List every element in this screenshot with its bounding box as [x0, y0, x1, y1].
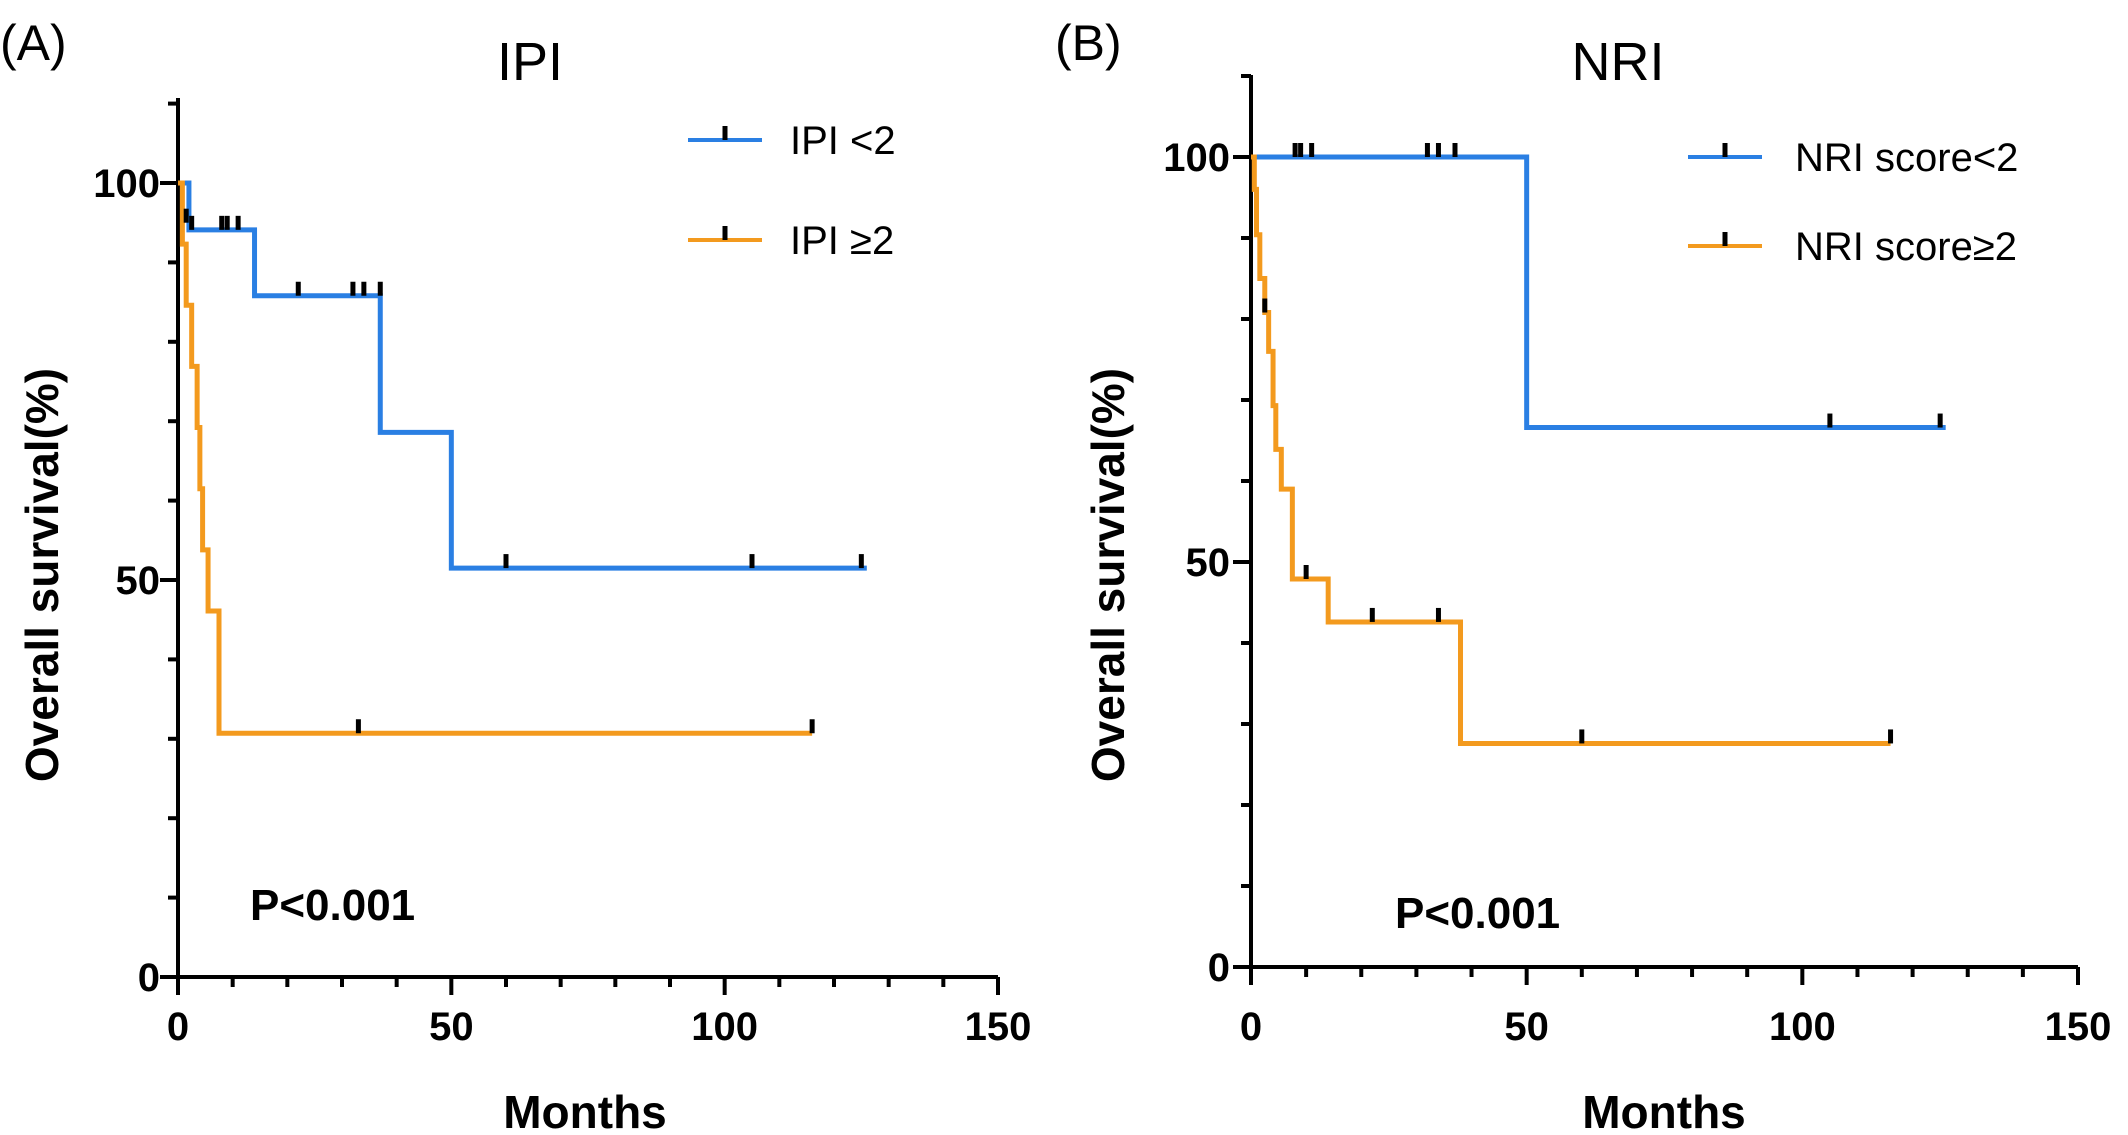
panel-a-series — [178, 180, 867, 736]
panel-a-legend: IPI <2 IPI ≥2 — [688, 119, 896, 263]
panel-b-ticks: 0 50 100 0 50 100 150 — [1163, 74, 2112, 1049]
panel-a-y-tick-label: 50 — [116, 559, 161, 603]
panel-a-x-tick-label: 0 — [167, 1005, 189, 1049]
panel-b-x-tick-label: 0 — [1240, 1005, 1262, 1049]
panel-a-letter: (A) — [0, 15, 67, 71]
panel-b-y-axis-title: Overall survival(%) — [1082, 368, 1134, 782]
panel-b-x-tick-label: 150 — [2045, 1005, 2112, 1049]
panel-a-x-tick-label: 50 — [429, 1005, 474, 1049]
panel-a-x-tick-label: 100 — [691, 1005, 758, 1049]
panel-b-x-axis-title: Months — [1582, 1086, 1746, 1135]
panel-b-legend-label-0: NRI score<2 — [1795, 136, 2018, 180]
panel-b-axes — [1249, 75, 2078, 969]
panel-b-y-tick-label: 0 — [1208, 946, 1230, 990]
panel-a-y-tick-label: 0 — [138, 956, 160, 1000]
panel-a-y-axis-title: Overall survival(%) — [16, 368, 68, 782]
panel-b-title: NRI — [1572, 32, 1665, 92]
panel-a-series-line-0 — [178, 180, 867, 571]
panel-a-legend-label-0: IPI <2 — [790, 119, 896, 163]
panel-b-letter: (B) — [1055, 15, 1122, 71]
panel-a: (A) IPI 0 50 100 0 50 100 150 Overall survival… — [0, 15, 1031, 1135]
panel-b: (B) NRI 0 50 100 0 50 100 150 Overall survival… — [1055, 15, 2111, 1135]
panel-b-y-tick-label: 100 — [1163, 136, 1230, 180]
panel-a-y-tick-label: 100 — [93, 162, 160, 206]
panel-b-p-value: P<0.001 — [1395, 889, 1560, 938]
panel-a-title: IPI — [497, 32, 563, 92]
panel-a-ticks: 0 50 100 0 50 100 150 — [93, 101, 1032, 1049]
panel-b-x-tick-label: 50 — [1504, 1005, 1549, 1049]
panel-a-x-axis-title: Months — [503, 1086, 667, 1135]
panel-a-legend-label-1: IPI ≥2 — [790, 219, 894, 263]
panel-b-legend: NRI score<2 NRI score≥2 — [1688, 136, 2018, 269]
panel-b-series-line-1 — [1251, 154, 1891, 746]
panel-b-legend-label-1: NRI score≥2 — [1795, 225, 2017, 269]
panel-b-x-tick-label: 100 — [1769, 1005, 1836, 1049]
panel-a-series-line-1 — [178, 180, 813, 736]
panel-a-p-value: P<0.001 — [250, 881, 415, 930]
panel-b-series — [1251, 143, 1946, 746]
panel-b-series-line-0 — [1251, 154, 1946, 431]
panel-a-axes — [176, 98, 998, 979]
panel-b-y-tick-label: 50 — [1186, 541, 1231, 585]
panel-a-x-tick-label: 150 — [965, 1005, 1032, 1049]
